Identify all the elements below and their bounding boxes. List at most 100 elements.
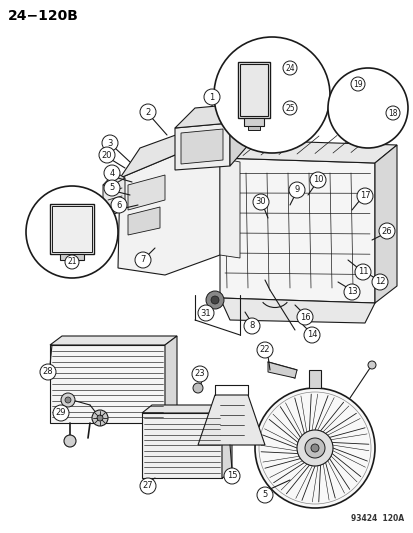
Circle shape xyxy=(92,410,108,426)
Polygon shape xyxy=(219,158,374,303)
Circle shape xyxy=(53,405,69,421)
Text: 24: 24 xyxy=(285,63,294,72)
Polygon shape xyxy=(197,395,264,445)
Text: 24−120B: 24−120B xyxy=(8,9,79,23)
Circle shape xyxy=(204,89,219,105)
Polygon shape xyxy=(50,336,177,345)
Text: 19: 19 xyxy=(352,79,362,88)
Circle shape xyxy=(371,274,387,290)
Circle shape xyxy=(296,309,312,325)
Polygon shape xyxy=(243,118,263,126)
Circle shape xyxy=(303,327,319,343)
Circle shape xyxy=(356,188,372,204)
Polygon shape xyxy=(267,362,296,378)
Circle shape xyxy=(206,291,223,309)
Text: 3: 3 xyxy=(107,139,112,148)
Circle shape xyxy=(350,77,364,91)
Circle shape xyxy=(367,361,375,369)
Text: 27: 27 xyxy=(142,481,153,490)
Circle shape xyxy=(243,318,259,334)
Polygon shape xyxy=(165,336,177,423)
Circle shape xyxy=(197,305,214,321)
Text: 18: 18 xyxy=(387,109,397,117)
Circle shape xyxy=(211,296,218,304)
Text: 16: 16 xyxy=(299,312,310,321)
Circle shape xyxy=(309,172,325,188)
Polygon shape xyxy=(128,207,159,235)
Polygon shape xyxy=(240,64,267,116)
Circle shape xyxy=(252,194,268,210)
Circle shape xyxy=(140,104,156,120)
Circle shape xyxy=(140,478,156,494)
Circle shape xyxy=(282,101,296,115)
Text: 30: 30 xyxy=(255,198,266,206)
Text: 11: 11 xyxy=(357,268,367,277)
Text: 20: 20 xyxy=(102,150,112,159)
Text: 6: 6 xyxy=(116,200,121,209)
Text: 25: 25 xyxy=(285,103,294,112)
Text: 13: 13 xyxy=(346,287,356,296)
Polygon shape xyxy=(219,140,396,163)
Circle shape xyxy=(354,264,370,280)
Circle shape xyxy=(327,68,407,148)
Circle shape xyxy=(65,255,79,269)
Polygon shape xyxy=(118,155,219,275)
Polygon shape xyxy=(230,103,249,166)
Text: 7: 7 xyxy=(140,255,145,264)
Polygon shape xyxy=(175,123,230,170)
Polygon shape xyxy=(103,178,125,218)
Text: 17: 17 xyxy=(359,191,369,200)
Circle shape xyxy=(104,165,120,181)
Circle shape xyxy=(282,61,296,75)
Circle shape xyxy=(378,223,394,239)
Polygon shape xyxy=(142,413,221,478)
Circle shape xyxy=(135,252,151,268)
Polygon shape xyxy=(50,345,165,423)
Polygon shape xyxy=(60,254,84,260)
Circle shape xyxy=(61,393,75,407)
Text: 28: 28 xyxy=(43,367,53,376)
Circle shape xyxy=(223,468,240,484)
Circle shape xyxy=(288,182,304,198)
Circle shape xyxy=(256,487,272,503)
Polygon shape xyxy=(219,298,374,323)
Text: 15: 15 xyxy=(226,472,237,481)
Circle shape xyxy=(64,435,76,447)
Polygon shape xyxy=(50,204,94,254)
Text: 22: 22 xyxy=(259,345,270,354)
Text: 1: 1 xyxy=(209,93,214,101)
Polygon shape xyxy=(374,145,396,303)
Polygon shape xyxy=(221,405,231,478)
Polygon shape xyxy=(175,103,249,128)
Polygon shape xyxy=(120,128,219,178)
Circle shape xyxy=(104,180,120,196)
Text: 93424  120A: 93424 120A xyxy=(350,514,403,523)
Text: 14: 14 xyxy=(306,330,316,340)
Polygon shape xyxy=(128,175,165,210)
Circle shape xyxy=(296,430,332,466)
Text: 8: 8 xyxy=(249,321,254,330)
Polygon shape xyxy=(103,172,125,185)
Text: 10: 10 xyxy=(312,175,323,184)
Polygon shape xyxy=(52,206,92,252)
Circle shape xyxy=(385,106,399,120)
Polygon shape xyxy=(247,126,259,130)
Circle shape xyxy=(99,147,115,163)
Text: 5: 5 xyxy=(109,183,114,192)
Circle shape xyxy=(26,186,118,278)
Circle shape xyxy=(102,135,118,151)
Text: 12: 12 xyxy=(374,278,385,287)
Text: 4: 4 xyxy=(109,168,114,177)
Circle shape xyxy=(192,383,202,393)
Text: 23: 23 xyxy=(194,369,205,378)
Circle shape xyxy=(310,444,318,452)
Circle shape xyxy=(304,438,324,458)
Text: 2: 2 xyxy=(145,108,150,117)
Bar xyxy=(308,370,320,388)
Circle shape xyxy=(111,197,127,213)
Circle shape xyxy=(343,284,359,300)
Polygon shape xyxy=(237,62,269,118)
Circle shape xyxy=(65,397,71,403)
Text: 26: 26 xyxy=(381,227,392,236)
Circle shape xyxy=(97,415,103,421)
